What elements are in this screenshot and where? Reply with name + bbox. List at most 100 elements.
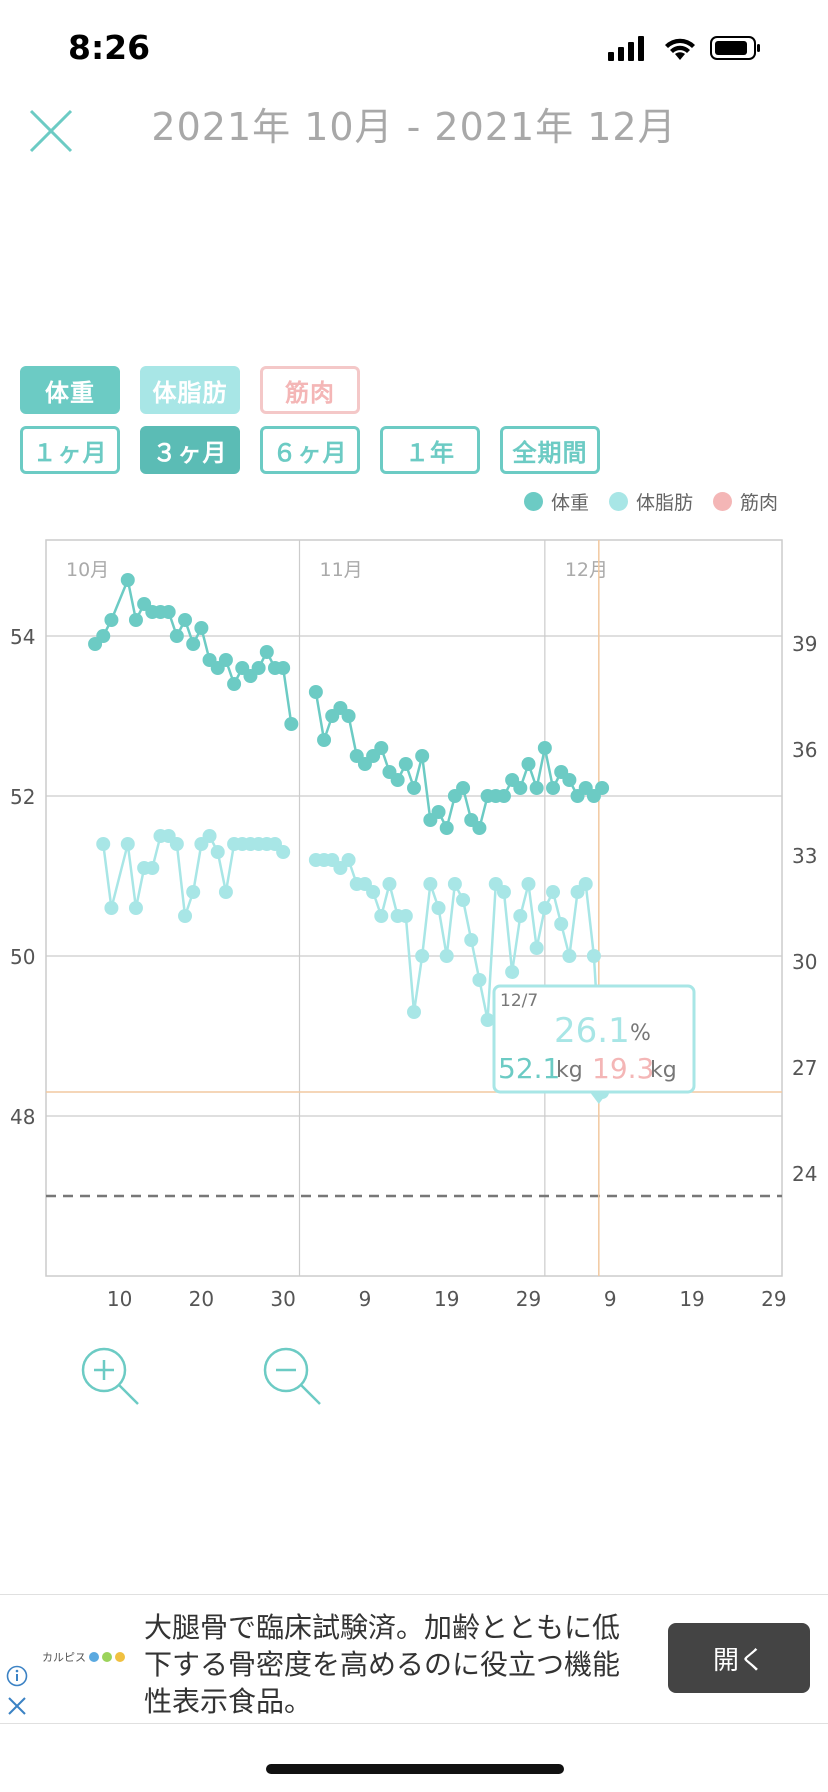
data-point-weight (128, 613, 143, 627)
data-point-fat (496, 885, 511, 899)
data-point-fat (178, 909, 193, 923)
x-tick-label: 19 (434, 1287, 459, 1311)
chart-frame (45, 539, 783, 1277)
period-chip-all[interactable]: 全期間 (500, 426, 600, 474)
legend-label-fat: 体脂肪 (635, 491, 693, 514)
data-point-weight (276, 661, 291, 675)
data-point-weight (398, 757, 413, 771)
x-tick-label: 29 (516, 1287, 541, 1311)
data-point-weight (521, 757, 536, 771)
data-point-weight (308, 685, 323, 699)
period-chip-1-month[interactable]: １ヶ月 (20, 426, 120, 474)
data-point-fat (578, 877, 593, 891)
data-point-fat (505, 965, 520, 979)
weight-chart[interactable]: 10月 11月 12月 48 50 52 54 24 27 30 33 36 39 10 20 30 9 19 29… (0, 520, 828, 1320)
cellular-signal-icon (608, 36, 644, 61)
tooltip-pointer (589, 1092, 608, 1104)
x-tick-label: 29 (761, 1287, 786, 1311)
ad-open-button[interactable]: 開く (668, 1623, 810, 1693)
data-point-weight (218, 653, 233, 667)
data-point-fat (464, 933, 479, 947)
metric-chip-muscle[interactable]: 筋肉 (260, 366, 360, 414)
y-tick-label-right: 24 (792, 1162, 817, 1186)
ad-brand: カルピス (42, 1651, 86, 1664)
data-point-fat (202, 829, 217, 843)
data-point-fat (341, 853, 356, 867)
data-point-fat (447, 877, 462, 891)
y-tick-label-right: 39 (792, 632, 817, 656)
chart-legend: 体重 体脂肪 筋肉 (510, 486, 778, 516)
legend-item-muscle: 筋肉 (712, 488, 778, 515)
data-point-weight (169, 629, 184, 643)
data-point-fat (186, 885, 201, 899)
status-icons (608, 36, 760, 61)
metric-chip-fat[interactable]: 体脂肪 (140, 366, 240, 414)
y-tick-label-right: 33 (792, 844, 817, 868)
data-point-fat (96, 837, 111, 851)
data-point-weight (390, 773, 405, 787)
data-point-weight (513, 781, 528, 795)
metric-chip-weight[interactable]: 体重 (20, 366, 120, 414)
tooltip-muscle-unit: kg (650, 1058, 677, 1083)
y-tick-label-left: 54 (10, 625, 35, 649)
y-tick-label-left: 52 (10, 785, 35, 809)
data-point-fat (439, 949, 454, 963)
data-point-weight (529, 781, 544, 795)
data-point-weight (374, 741, 389, 755)
zoom-out-icon[interactable] (262, 1346, 328, 1412)
ad-banner[interactable]: カルピス 大腿骨で臨床試験済。加齢とともに低下する骨密度を高めるのに役立つ機能性… (0, 1594, 828, 1724)
ad-close-icon[interactable] (6, 1695, 28, 1717)
x-tick-label: 20 (189, 1287, 214, 1311)
data-point-weight (96, 629, 111, 643)
data-point-fat (537, 901, 552, 915)
data-point-weight (186, 637, 201, 651)
data-point-fat (456, 893, 471, 907)
status-time: 8:26 (68, 28, 151, 67)
data-point-weight (341, 709, 356, 723)
data-point-fat (431, 901, 446, 915)
legend-item-weight: 体重 (523, 488, 589, 515)
tooltip-fat-value: 26.1 (554, 1011, 630, 1051)
x-tick-label: 9 (359, 1287, 372, 1311)
legend-label-muscle: 筋肉 (739, 491, 778, 514)
tooltip-date: 12/7 (500, 991, 538, 1011)
period-chip-3-months[interactable]: ３ヶ月 (140, 426, 240, 474)
data-point-fat (529, 941, 544, 955)
ad-text[interactable]: 大腿骨で臨床試験済。加齢とともに低下する骨密度を高めるのに役立つ機能性表示食品。 (144, 1611, 621, 1718)
data-point-weight (456, 781, 471, 795)
wifi-icon (665, 38, 695, 60)
data-point-fat (407, 1005, 421, 1019)
data-point-weight (431, 805, 446, 819)
data-point-weight (120, 573, 135, 587)
data-point-weight (284, 717, 299, 731)
month-label: 12月 (565, 559, 608, 581)
data-point-fat (120, 837, 135, 851)
x-tick-label: 10 (107, 1287, 132, 1311)
y-tick-label-left: 48 (10, 1105, 35, 1129)
x-tick-label: 19 (679, 1287, 704, 1311)
data-point-fat (398, 909, 413, 923)
period-chip-6-months[interactable]: ６ヶ月 (260, 426, 360, 474)
tooltip-fat-unit: % (630, 1021, 651, 1046)
legend-dot-fat (608, 491, 628, 511)
ad-logo-mark-3 (115, 1652, 125, 1662)
x-tick-label: 30 (270, 1287, 295, 1311)
legend-dot-weight (523, 491, 543, 511)
zoom-in-icon[interactable] (80, 1346, 146, 1412)
data-point-weight (104, 613, 119, 627)
data-point-weight (562, 773, 577, 787)
period-chip-1-year[interactable]: １年 (380, 426, 480, 474)
info-icon[interactable] (6, 1665, 28, 1687)
data-point-fat (104, 901, 119, 915)
data-point-fat (521, 877, 536, 891)
data-point-weight (178, 613, 193, 627)
tooltip-weight-unit: kg (556, 1058, 583, 1083)
data-point-fat (366, 885, 381, 899)
legend-item-fat: 体脂肪 (608, 488, 693, 515)
data-point-weight (537, 741, 552, 755)
y-tick-label-right: 30 (792, 950, 817, 974)
close-icon[interactable] (28, 108, 74, 154)
data-point-fat (513, 909, 528, 923)
data-point-fat (128, 901, 143, 915)
ad-logo-mark (89, 1652, 99, 1662)
